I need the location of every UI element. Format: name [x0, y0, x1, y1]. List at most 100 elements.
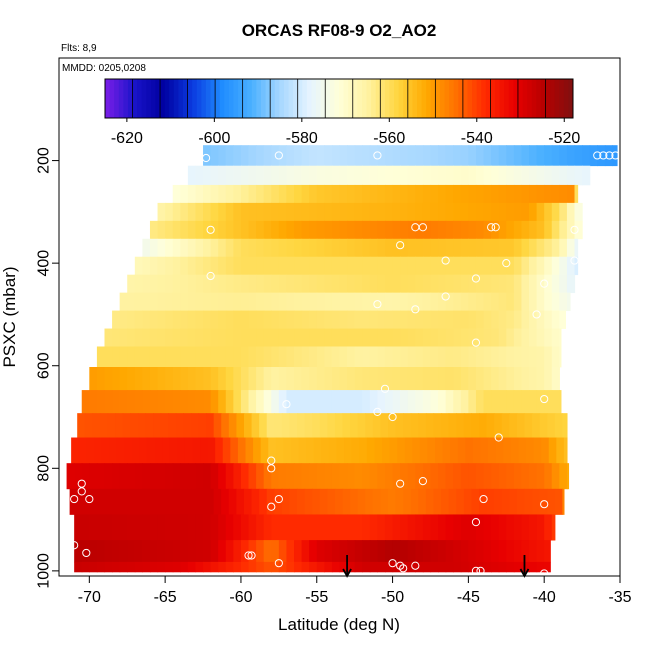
heatmap-cell [233, 346, 242, 368]
heatmap-cell [89, 367, 98, 391]
heatmap-cell [392, 238, 401, 258]
heatmap-cell [286, 561, 295, 573]
heatmap-cell [392, 540, 401, 563]
colorbar-cell [339, 79, 345, 118]
heatmap-cell [468, 328, 477, 347]
heatmap-cell [384, 165, 394, 186]
heatmap-cell [210, 292, 219, 311]
heatmap-cell [104, 346, 113, 368]
data-point [471, 338, 481, 347]
heatmap-cell [248, 561, 257, 573]
heatmap-cell [248, 256, 257, 276]
colorbar-tick-label: -520 [548, 130, 580, 147]
heatmap-cell [286, 328, 295, 347]
heatmap-cell [149, 514, 159, 541]
heatmap-cell [377, 292, 386, 311]
heatmap-cell [233, 274, 242, 294]
heatmap-cell [195, 514, 204, 541]
heatmap-cell [149, 463, 159, 490]
heatmap-cell [342, 488, 351, 515]
heatmap-cell [240, 561, 250, 573]
heatmap-cell [354, 145, 363, 167]
heatmap-cell [180, 184, 189, 204]
heatmap-cell [180, 346, 189, 368]
heatmap-layer [71, 437, 568, 464]
heatmap-cell [483, 220, 492, 240]
heatmap-cell [210, 390, 219, 414]
data-point [82, 548, 91, 558]
heatmap-layer [69, 488, 565, 515]
heatmap-cell [324, 514, 333, 541]
heatmap-cell [301, 514, 310, 541]
heatmap-cell [407, 184, 416, 204]
heatmap-cell [286, 346, 295, 368]
heatmap-cell [278, 328, 288, 347]
heatmap-cell [210, 165, 219, 186]
heatmap-cell [184, 437, 194, 464]
heatmap-cell [369, 310, 378, 329]
heatmap-cell [498, 310, 507, 329]
heatmap-cell [422, 514, 432, 541]
heatmap-cell [301, 310, 310, 329]
heatmap-cell [468, 346, 477, 368]
heatmap-cell [450, 437, 459, 464]
heatmap-cell [544, 367, 553, 391]
heatmap-cell [483, 367, 492, 391]
heatmap-cell [225, 540, 234, 563]
heatmap-cell [112, 367, 121, 391]
heatmap-cell [354, 390, 363, 414]
heatmap-cell [418, 488, 427, 515]
heatmap-cell [203, 310, 212, 329]
heatmap-cell [347, 540, 356, 563]
heatmap-cell [316, 220, 325, 240]
heatmap-cell [309, 145, 318, 167]
heatmap-cell [483, 184, 492, 204]
heatmap-cell [438, 256, 447, 276]
heatmap-layer [187, 165, 591, 186]
heatmap-cell [286, 220, 295, 240]
heatmap-cell [566, 184, 576, 204]
heatmap-cell [294, 184, 303, 204]
heatmap-cell [74, 514, 83, 541]
colorbar-cell [329, 79, 335, 118]
heatmap-cell [536, 292, 545, 311]
heatmap-cell [392, 292, 401, 311]
heatmap-cell [271, 292, 280, 311]
heatmap-cell [309, 463, 318, 490]
heatmap-cell [445, 390, 454, 414]
colorbar-cell [201, 79, 207, 118]
heatmap-cell [324, 220, 333, 240]
heatmap-cell [263, 165, 272, 186]
heatmap-cell [271, 367, 280, 391]
heatmap-cell [529, 202, 538, 222]
heatmap-cell [445, 145, 454, 167]
heatmap-cell [377, 540, 386, 563]
heatmap-cell [225, 561, 234, 573]
heatmap-cell [422, 390, 432, 414]
heatmap-cell [225, 184, 234, 204]
heatmap-cell [377, 220, 386, 240]
heatmap-cell [362, 238, 371, 258]
heatmap-cell [395, 413, 404, 438]
heatmap-layer [172, 184, 579, 204]
y-axis: 200 400 600 800 1000 [36, 147, 60, 589]
data-point [77, 479, 86, 488]
colorbar-cell [311, 79, 317, 118]
heatmap-cell [278, 390, 288, 414]
heatmap-cell [400, 274, 409, 294]
heatmap-cell [369, 238, 378, 258]
heatmap-cell [240, 256, 250, 276]
heatmap-cell [263, 540, 272, 563]
heatmap-cell [559, 256, 568, 276]
colorbar-tick-label: -560 [373, 130, 405, 147]
heatmap-cell [225, 390, 234, 414]
colorbar-cell [430, 79, 436, 118]
heatmap-cell [130, 413, 139, 438]
heatmap-cell [544, 346, 553, 368]
heatmap-cell [506, 238, 515, 258]
heatmap-cell [529, 463, 538, 490]
heatmap-cell [127, 463, 136, 490]
heatmap-cell [331, 184, 341, 204]
heatmap-cell [415, 220, 424, 240]
heatmap-cell [559, 202, 568, 222]
